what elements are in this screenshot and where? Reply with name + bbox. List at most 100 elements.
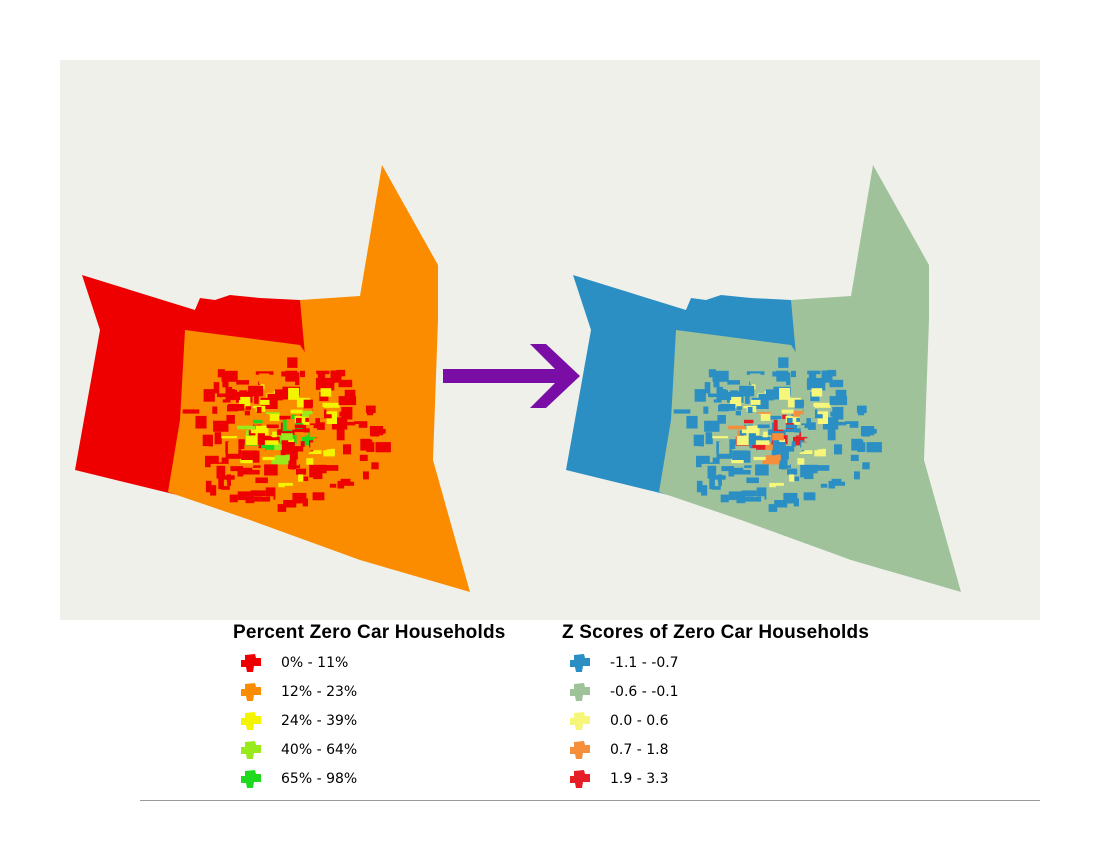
census-tract	[791, 370, 796, 378]
census-tract	[244, 410, 251, 416]
census-tract	[804, 472, 814, 480]
census-tract	[779, 387, 791, 400]
census-tract	[359, 454, 368, 461]
census-tract	[772, 467, 781, 479]
census-tract	[251, 469, 260, 475]
census-tract	[673, 409, 691, 414]
census-tract	[769, 482, 784, 488]
census-tract	[784, 432, 800, 436]
legend-percent-item: 12% - 23%	[233, 677, 506, 706]
legend-percent-item: 65% - 98%	[233, 764, 506, 793]
census-tract	[222, 481, 228, 489]
census-tract	[776, 454, 781, 461]
census-tract	[746, 371, 765, 375]
census-tract	[820, 483, 828, 488]
census-tract	[375, 442, 391, 453]
census-tract	[338, 379, 353, 388]
census-tract	[813, 402, 831, 408]
census-tract	[727, 380, 740, 385]
census-tract	[288, 439, 295, 443]
census-tract	[781, 409, 794, 414]
map-right-tract-mosaic	[673, 357, 882, 512]
census-tract	[786, 496, 793, 504]
census-tract	[302, 498, 308, 507]
census-tract	[751, 436, 762, 441]
census-tract	[278, 482, 293, 488]
census-tract	[287, 457, 297, 469]
census-tract	[354, 421, 368, 428]
census-tract	[286, 419, 295, 430]
census-tract	[336, 369, 346, 377]
census-tract	[713, 379, 720, 388]
census-tract	[217, 369, 225, 378]
census-tract	[712, 427, 730, 437]
census-tract	[250, 490, 266, 496]
census-tract	[696, 480, 703, 493]
census-tract	[746, 477, 759, 484]
legend-swatch	[568, 682, 592, 702]
census-tract	[801, 442, 818, 451]
census-tract	[341, 460, 353, 467]
census-tract	[803, 492, 816, 501]
census-tract	[701, 485, 708, 496]
census-tract	[787, 397, 801, 408]
census-tract	[777, 419, 786, 430]
census-tract	[811, 379, 826, 385]
census-tract	[693, 434, 704, 447]
census-tract	[866, 442, 882, 453]
census-tract	[222, 399, 231, 403]
census-tract	[768, 504, 778, 512]
census-tract	[266, 424, 279, 429]
census-tract	[308, 446, 322, 454]
legend-swatch	[568, 711, 592, 731]
legend-item-label: 12% - 23%	[281, 683, 358, 700]
census-tract	[341, 407, 353, 420]
census-tract	[729, 396, 742, 408]
census-tract	[295, 496, 302, 504]
census-tract	[210, 485, 217, 496]
census-tract	[706, 402, 723, 415]
census-tract	[250, 408, 256, 418]
census-tract	[294, 416, 310, 425]
census-tract	[248, 385, 264, 397]
census-tract	[213, 420, 229, 432]
census-tract	[817, 411, 828, 424]
census-tract	[834, 444, 843, 455]
census-tract	[741, 408, 747, 418]
census-tract	[205, 480, 212, 493]
census-tract	[303, 399, 313, 409]
arrow-shaft	[443, 369, 565, 383]
census-tract	[343, 444, 352, 455]
census-tract	[371, 462, 379, 470]
census-tract	[302, 436, 317, 446]
census-tract	[213, 382, 220, 394]
census-tract	[301, 410, 318, 417]
census-tract	[736, 406, 742, 410]
census-tract	[235, 420, 253, 431]
legend-item-label: -1.1 - -0.7	[610, 654, 679, 671]
census-tract	[850, 454, 859, 461]
legend-item-label: -0.6 - -0.1	[610, 683, 679, 700]
census-tract	[860, 426, 875, 436]
census-tract	[262, 414, 270, 425]
census-tract	[745, 391, 750, 404]
census-tract	[238, 440, 245, 449]
census-tract	[250, 429, 267, 434]
census-tract	[205, 455, 219, 468]
census-tract	[323, 448, 335, 457]
census-tract	[241, 415, 248, 423]
census-tract	[295, 372, 300, 386]
census-tract	[242, 467, 260, 475]
census-tract	[268, 436, 280, 443]
census-tract	[756, 487, 767, 500]
census-tract	[728, 491, 744, 501]
census-tract	[336, 428, 345, 441]
census-tract	[697, 419, 705, 431]
census-tract	[686, 415, 698, 429]
legend-percent: Percent Zero Car Households 0% - 11% 12%…	[233, 622, 506, 793]
census-tract	[742, 469, 751, 475]
bottom-divider	[140, 800, 1040, 801]
census-tract	[835, 389, 847, 403]
census-tract	[225, 386, 233, 400]
census-tract	[777, 446, 795, 452]
